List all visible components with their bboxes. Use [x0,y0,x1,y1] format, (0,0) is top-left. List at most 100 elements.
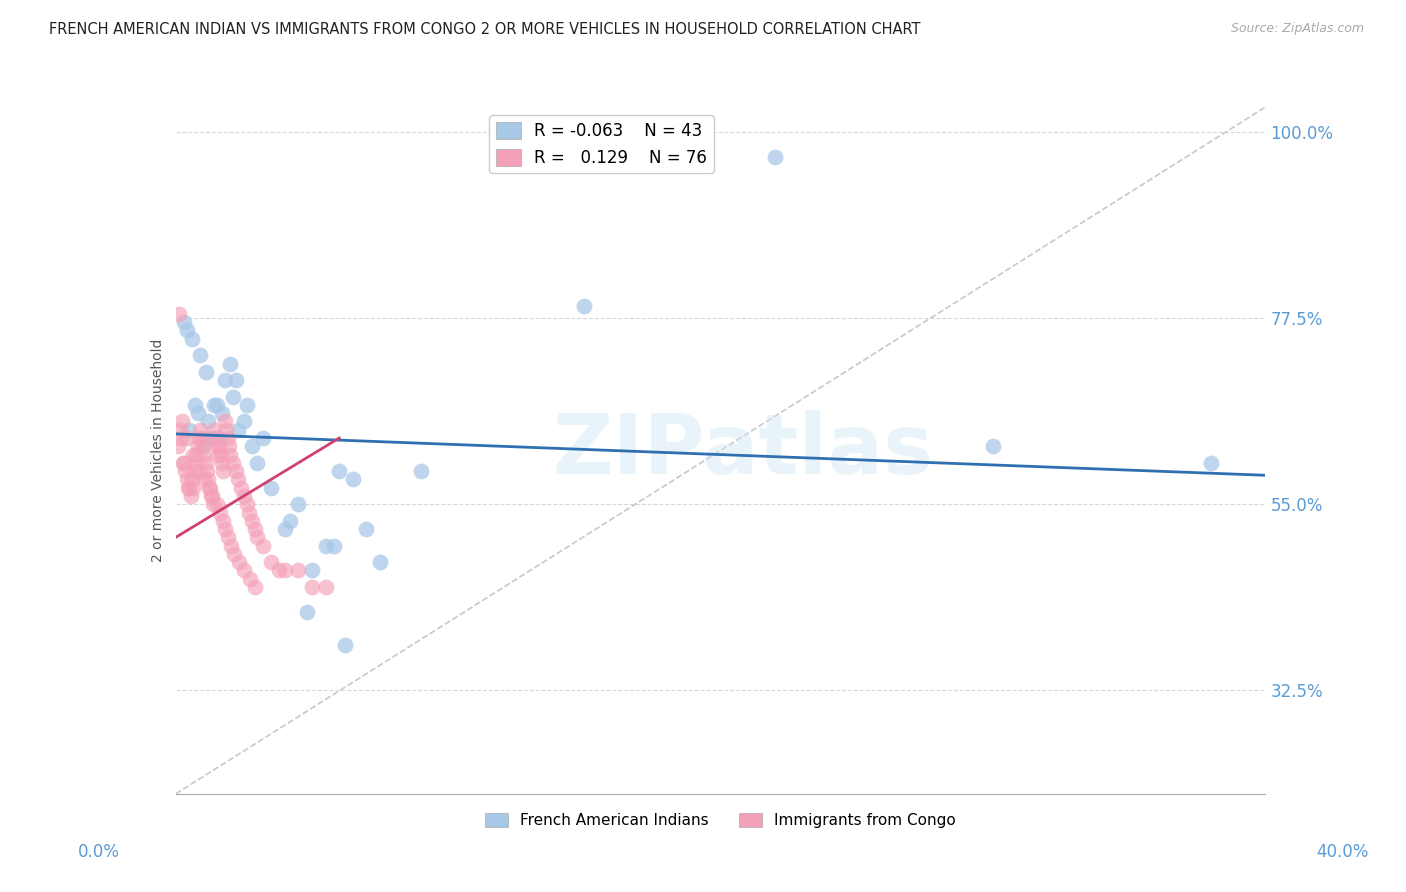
Point [179,481,201,495]
Point [217,530,239,544]
Point [191,439,214,453]
Point [295,605,318,619]
Point [211,456,233,470]
Point [315,580,337,594]
Point [235,497,257,511]
Point [222,456,245,470]
Point [198,481,221,495]
Point [322,539,344,553]
Point [176,472,198,486]
Point [211,406,233,420]
Point [763,150,786,164]
Point [215,423,238,437]
Point [278,514,301,528]
Point [176,431,198,445]
Point [208,431,231,445]
Point [172,456,194,470]
Point [228,423,250,437]
Point [287,564,309,578]
Point [209,448,232,462]
Point [202,423,225,437]
Point [219,448,242,462]
Point [200,431,222,445]
Point [191,439,214,453]
Point [184,464,207,478]
Point [315,539,337,553]
Point [205,439,228,453]
Point [1199,456,1222,470]
Point [222,390,245,404]
Point [217,431,239,445]
Point [177,481,200,495]
Point [219,539,242,553]
Point [246,530,269,544]
Point [184,398,207,412]
Point [214,522,236,536]
Point [260,481,283,495]
Point [225,373,247,387]
Point [205,497,228,511]
Point [235,398,257,412]
Text: 40.0%: 40.0% [1316,843,1369,861]
Point [219,357,242,371]
Point [188,423,211,437]
Point [202,398,225,412]
Point [201,497,224,511]
Point [179,423,201,437]
Point [193,448,215,462]
Y-axis label: 2 or more Vehicles in Household: 2 or more Vehicles in Household [150,339,165,562]
Point [205,398,228,412]
Point [252,539,274,553]
Point [190,431,212,445]
Point [194,456,217,470]
Point [240,439,263,453]
Legend: French American Indians, Immigrants from Congo: French American Indians, Immigrants from… [479,807,962,834]
Point [260,555,283,569]
Point [181,332,204,346]
Point [174,464,197,478]
Point [228,472,250,486]
Point [173,456,195,470]
Text: FRENCH AMERICAN INDIAN VS IMMIGRANTS FROM CONGO 2 OR MORE VEHICLES IN HOUSEHOLD : FRENCH AMERICAN INDIAN VS IMMIGRANTS FRO… [49,22,921,37]
Point [333,638,356,652]
Point [342,472,364,486]
Point [176,323,198,337]
Point [240,514,263,528]
Point [287,497,309,511]
Point [170,415,193,429]
Point [214,415,236,429]
Point [207,448,229,462]
Point [200,489,222,503]
Point [167,307,190,321]
Point [356,522,378,536]
Point [328,464,350,478]
Point [239,572,262,586]
Point [301,580,323,594]
Point [187,431,209,445]
Point [232,415,254,429]
Point [252,431,274,445]
Point [188,348,211,362]
Point [274,522,297,536]
Point [186,439,209,453]
Point [214,373,236,387]
Point [167,439,190,453]
Point [574,299,596,313]
Point [409,464,432,478]
Text: Source: ZipAtlas.com: Source: ZipAtlas.com [1230,22,1364,36]
Point [208,506,231,520]
Point [180,489,202,503]
Point [181,448,204,462]
Point [243,522,266,536]
Point [218,439,240,453]
Point [981,439,1004,453]
Point [181,472,204,486]
Point [301,564,323,578]
Point [186,448,208,462]
Point [233,564,256,578]
Point [368,555,391,569]
Point [187,464,209,478]
Point [194,365,217,379]
Point [231,481,253,495]
Point [225,464,247,478]
